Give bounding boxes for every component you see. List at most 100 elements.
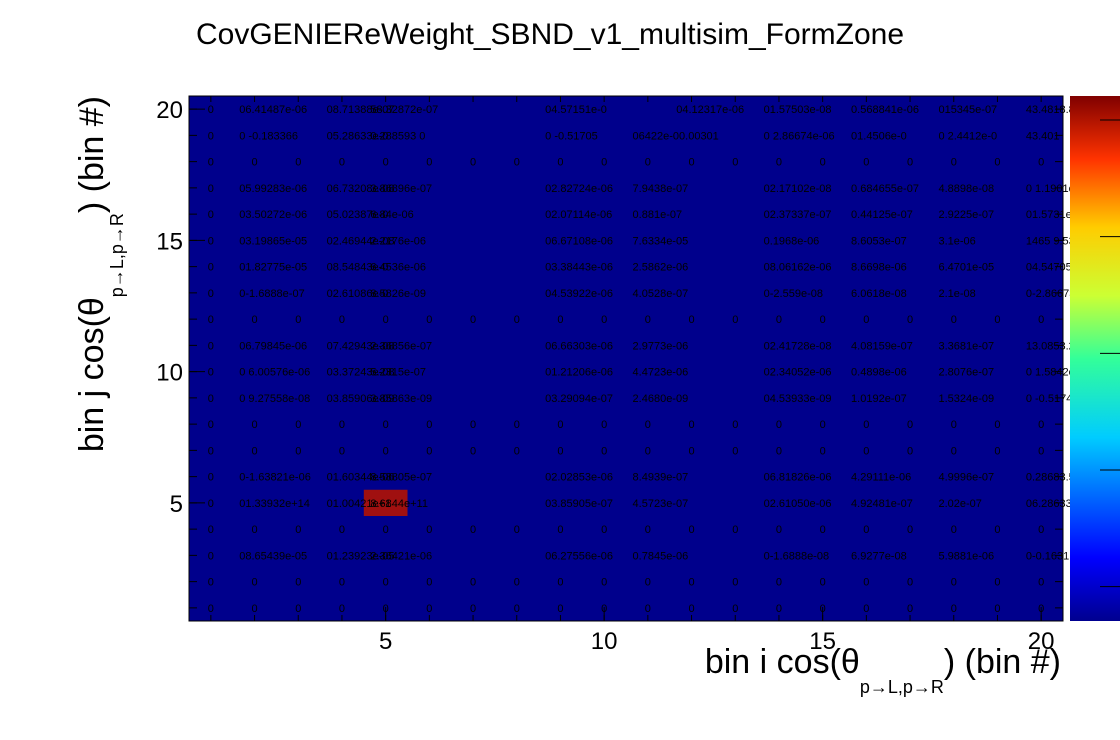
cell-label: 0 [514,603,520,615]
cell-label: 02.61050e-06 [764,498,832,510]
cell-label: 0 6.00576e-06 [239,367,310,379]
cell-label: 0 [208,550,214,562]
cell-label: 43.401 [1026,130,1060,142]
y-tick-label: 15 [156,228,183,255]
cell-label: 7.6334e-05 [633,235,689,247]
cell-label: 0 [557,157,563,169]
cell-label: 0 [383,419,389,431]
cell-label: 03.85905e-07 [545,498,613,510]
cell-label: 03.50272e-06 [239,209,307,221]
cell-label: 0 [470,157,476,169]
cell-label: 0 [208,209,214,221]
cell-label: 0 [295,419,301,431]
cell-label: 0 [470,524,476,536]
cell-label: 0 [208,340,214,352]
cell-label: 0 [645,314,651,326]
cell-label: 01.21206e-06 [545,367,613,379]
cell-label: 02.02853e-06 [545,472,613,484]
cell-label: 0.4898e-06 [851,367,907,379]
cell-label: 04.53933e-09 [764,393,832,405]
cell-label: 0 [994,419,1000,431]
cell-label: 8.58805e-07 [370,472,432,484]
cell-label: 02.41728e-08 [764,340,832,352]
cell-label: 58.32872e-07 [370,104,438,116]
cell-label: 0-2.559e-08 [764,288,823,300]
cell-label: 06.79845e-06 [239,340,307,352]
cell-label: 0 [426,314,432,326]
cell-label: 05.28633e-0 [327,130,389,142]
cell-label: 0 [951,314,957,326]
cell-label: 0 [907,577,913,589]
cell-label: 0 [601,314,607,326]
cell-label: 0 [951,419,957,431]
cell-label: 0 [951,157,957,169]
cell-label: 0 [994,314,1000,326]
cell-label: 04.53922e-06 [545,288,613,300]
plot-frame [188,95,1064,622]
cell-label: 6.9277e-08 [851,550,907,562]
x-tick-label: 15 [809,628,836,655]
cell-label: 0.7845e-06 [633,550,689,562]
cell-label: 0 [514,157,520,169]
cell-label: 0 [732,445,738,457]
cell-label: 0 [776,445,782,457]
cell-label: 0 [426,577,432,589]
cell-label: 8.4939e-07 [633,472,689,484]
cell-label: 0 [820,577,826,589]
cell-label: 0 [339,419,345,431]
cell-label: 0 [208,419,214,431]
cell-label: 0 [208,104,214,116]
cell-label: 0 [732,524,738,536]
cell-label: 8.6844e+11 [370,498,428,510]
cell-label: 0 [426,157,432,169]
cell-label: 8.6053e-07 [851,235,907,247]
cell-label: 0 [251,445,257,457]
cell-label: 0 [295,603,301,615]
y-tick-label: 5 [170,491,183,518]
cell-label: 0 [295,314,301,326]
cell-label: 4.5723e-07 [633,498,689,510]
cell-label: 06.81826e-06 [764,472,832,484]
cell-label: 05.99283e-06 [239,183,307,195]
cell-label: 0 [251,419,257,431]
x-tick-label: 5 [379,628,392,655]
cell-label: 0 [339,603,345,615]
cell-label: 0 [208,235,214,247]
cell-label: 03.29094e-07 [545,393,613,405]
cell-label: 0 2.4412e-0 [938,130,997,142]
cell-label: 0-1.6888e-08 [764,550,829,562]
cell-label: 2.1e-08 [938,288,975,300]
cell-label: 0-1.63821e-06 [239,472,311,484]
cell-label: 8.5826e-09 [370,288,426,300]
cell-label: 5.9881e-06 [938,550,994,562]
cell-label: 06.67108e-06 [545,235,613,247]
cell-label: 0 [426,419,432,431]
cell-label: 01.23923e-05 [327,550,395,562]
cell-label: 5.2315e-07 [370,367,426,379]
cell-label: 0 [907,157,913,169]
cell-label: 0 [994,445,1000,457]
cell-label: 4.8898e-08 [938,183,994,195]
cell-label: 4.92481e-07 [851,498,913,510]
cell-label: 0 [776,524,782,536]
cell-label: 0-1.6888e-07 [239,288,304,300]
cell-label: 0 [251,157,257,169]
cell-label: 01.33932e+14 [239,498,310,510]
cell-label: 0 [295,524,301,536]
cell-label: 0 [645,603,651,615]
cell-label: 01.60344e-06 [327,472,395,484]
cell-label: 0 [208,288,214,300]
cell-label: 0 [645,157,651,169]
cell-label: 0 [688,314,694,326]
cell-label: 0 [601,524,607,536]
cell-label: 0 [208,130,214,142]
cell-label: 0 [732,157,738,169]
cell-label: 0 [470,445,476,457]
cell-label: 08.65439e-05 [239,550,307,562]
cell-label: 0 [776,157,782,169]
chart-title: CovGENIEReWeight_SBND_v1_multisim_FormZo… [195,18,905,51]
cell-label: 0 [688,577,694,589]
cell-label: 0 [1038,157,1044,169]
cell-label: 0 [994,524,1000,536]
